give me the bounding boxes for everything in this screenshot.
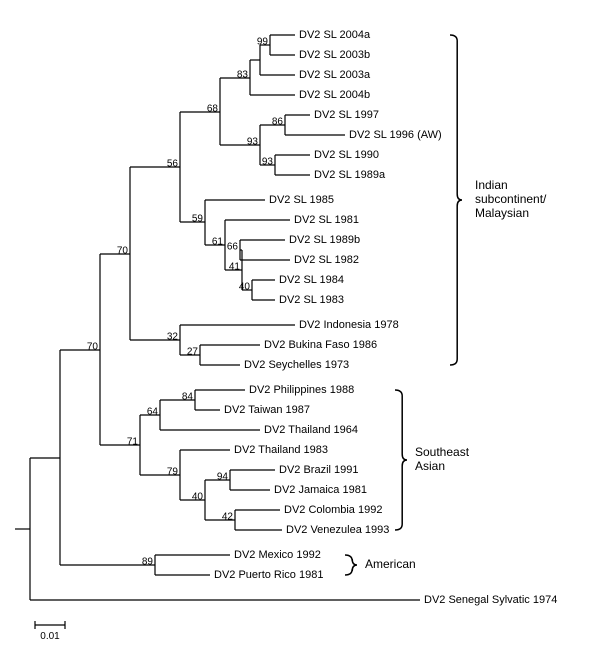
bootstrap-label: 79 [167,467,179,478]
bootstrap-label: 93 [247,137,259,148]
tip-label: DV2 Thailand 1964 [264,424,358,436]
tip-label: DV2 SL 1985 [269,194,334,206]
bootstrap-label: 94 [217,472,229,483]
phylogenetic-tree: 99 83 86 9393 68 66 40 41 61 59 56 27 32 70 84 64 94 42 40… [0,0,600,659]
bootstrap-label: 86 [272,117,284,128]
bootstrap-label: 41 [229,262,241,273]
tip-label: DV2 Senegal Sylvatic 1974 [424,594,557,606]
bootstrap-label: 84 [182,392,194,403]
tip-label: DV2 Indonesia 1978 [299,319,399,331]
tip-label: DV2 SL 1997 [314,109,379,121]
group-label: subcontinent/ [475,192,547,206]
tip-label: DV2 Taiwan 1987 [224,404,310,416]
tip-label: DV2 Bukina Faso 1986 [264,339,377,351]
group-label: Malaysian [475,206,529,220]
tip-label: DV2 SL 1984 [279,274,344,286]
tip-label: DV2 Jamaica 1981 [274,484,367,496]
tip-label: DV2 Philippines 1988 [249,384,354,396]
group-label: Asian [415,459,445,473]
group-bracket [345,555,357,575]
bootstrap-label: 56 [167,159,179,170]
bootstrap-label: 99 [257,37,269,48]
group-bracket [450,35,462,365]
tip-label: DV2 Colombia 1992 [284,504,382,516]
group-bracket [395,390,407,530]
group-label: American [365,557,416,571]
tip-label: DV2 SL 1983 [279,294,344,306]
tip-label: DV2 Brazil 1991 [279,464,359,476]
tip-label: DV2 SL 2003b [299,49,370,61]
scale-bar-label: 0.01 [40,631,60,642]
bootstrap-label: 68 [207,104,219,115]
bootstrap-label: 59 [192,214,204,225]
bootstrap-label: 93 [262,157,274,168]
bootstrap-label: 42 [222,512,234,523]
group-label: Southeast [415,445,470,459]
tip-label: DV2 SL 2003a [299,69,371,81]
tip-label: DV2 Mexico 1992 [234,549,321,561]
tip-label: DV2 SL 2004b [299,89,370,101]
tip-label: DV2 SL 1996 (AW) [349,129,442,141]
tip-label: DV2 Venezulea 1993 [286,524,389,536]
bootstrap-label: 27 [187,347,199,358]
bootstrap-label: 40 [192,492,204,503]
tip-label: DV2 SL 1981 [294,214,359,226]
bootstrap-label: 61 [212,237,224,248]
tip-label: DV2 Seychelles 1973 [244,359,349,371]
bootstrap-label: 66 [227,242,239,253]
tip-label: DV2 SL 1990 [314,149,379,161]
tip-label: DV2 SL 2004a [299,29,371,41]
bootstrap-label: 89 [142,557,154,568]
group-label: Indian [475,178,508,192]
bootstrap-label: 40 [239,282,251,293]
bootstrap-label: 83 [237,70,249,81]
tip-label: DV2 Thailand 1983 [234,444,328,456]
bootstrap-label: 70 [117,246,129,257]
bootstrap-label: 32 [167,332,179,343]
bootstrap-label: 71 [127,437,139,448]
bootstrap-label: 64 [147,407,159,418]
tip-label: DV2 SL 1982 [294,254,359,266]
tip-label: DV2 Puerto Rico 1981 [214,569,323,581]
tip-label: DV2 SL 1989b [289,234,360,246]
bootstrap-label: 70 [87,342,99,353]
tip-label: DV2 SL 1989a [314,169,386,181]
